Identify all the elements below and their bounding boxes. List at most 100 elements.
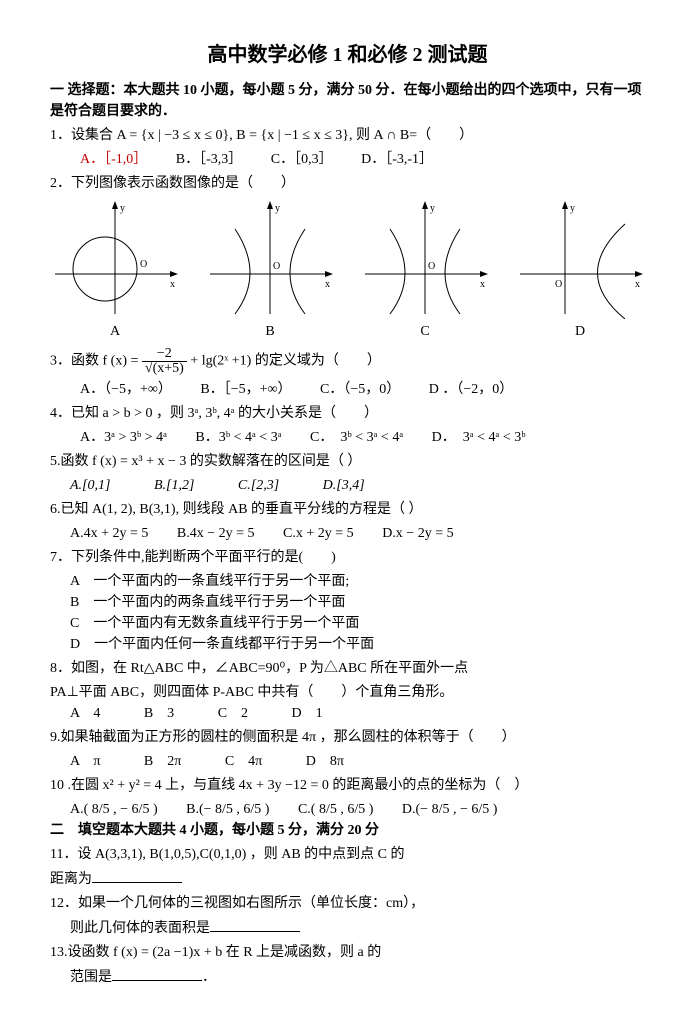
q3-stem: 3．函数 f (x) = −2 √(x+5) + lg(2ˣ +1) 的定义域为… bbox=[50, 347, 645, 376]
q12-line1: 12．如果一个几何体的三视图如右图所示（单位长度：cm）， bbox=[50, 893, 645, 914]
q8-options: A 4 B 3 C 2 D 1 bbox=[70, 703, 645, 724]
q13-l2-text: 范围是 bbox=[70, 970, 112, 985]
q5-opt-c: C.[2,3] bbox=[238, 475, 279, 496]
q3-options: A．（−5，+∞） B．［−5，+∞） C．（−5，0） D ．（−2，0） bbox=[80, 379, 645, 400]
q8-opt-d: D 1 bbox=[292, 703, 323, 724]
svg-text:O: O bbox=[555, 279, 562, 290]
q5-options: A.[0,1] B.[1,2] C.[2,3] D.[3,4] bbox=[70, 475, 645, 496]
q1-options: A．［-1,0］ B．［-3,3］ C．［0,3］ D．［-3,-1］ bbox=[80, 149, 645, 170]
graph-d-label: D bbox=[515, 321, 645, 342]
q5-stem: 5.函数 f (x) = x³ + x − 3 的实数解落在的区间是（ ） bbox=[50, 451, 645, 472]
q9-opt-d: D 8π bbox=[306, 751, 344, 772]
q3-opt-c: C．（−5，0） bbox=[320, 379, 400, 400]
q9-opt-c: C 4π bbox=[225, 751, 262, 772]
svg-text:y: y bbox=[120, 203, 125, 214]
graph-c-label: C bbox=[360, 321, 490, 342]
q13-l3-text: ． bbox=[202, 970, 216, 985]
q6-opt-d: D.x − 2y = 5 bbox=[382, 523, 453, 544]
q7-opt-c: C 一个平面内有无数条直线平行于另一个平面 bbox=[70, 613, 645, 634]
q3-opt-d: D ．（−2，0） bbox=[429, 379, 514, 400]
svg-text:y: y bbox=[275, 203, 280, 214]
q8-opt-b: B 3 bbox=[144, 703, 174, 724]
q5-opt-b: B.[1,2] bbox=[154, 475, 194, 496]
q1-opt-d: D．［-3,-1］ bbox=[361, 149, 433, 170]
q12-line2: 则此几何体的表面积是 bbox=[70, 917, 645, 939]
graph-c-svg: O x y bbox=[360, 199, 490, 319]
q9-options: A π B 2π C 4π D 8π bbox=[70, 751, 645, 772]
q1-stem: 1．设集合 A = {x | −3 ≤ x ≤ 0}, B = {x | −1 … bbox=[50, 125, 645, 146]
svg-text:x: x bbox=[480, 279, 485, 290]
q11-line2: 距离为 bbox=[50, 868, 645, 890]
q4-opt-a: A．3ᵃ > 3ᵇ > 4ᵃ bbox=[80, 427, 167, 448]
q2-graphs: O x y A O x y B O x y bbox=[50, 199, 645, 342]
q8-line2: PA⊥平面 ABC，则四面体 P-ABC 中共有（ ）个直角三角形。 bbox=[50, 682, 645, 703]
q6-options: A.4x + 2y = 5 B.4x − 2y = 5 C.x + 2y = 5… bbox=[70, 523, 645, 544]
svg-text:y: y bbox=[430, 203, 435, 214]
q6-opt-b: B.4x − 2y = 5 bbox=[177, 523, 255, 544]
svg-text:x: x bbox=[170, 279, 175, 290]
section-1-header: 一 选择题：本大题共 10 小题，每小题 5 分，满分 50 分．在每小题给出的… bbox=[50, 80, 645, 122]
q10-opt-a: A.( 8/5 , − 6/5 ) bbox=[70, 799, 158, 820]
q7-opt-a: A 一个平面内的一条直线平行于另一个平面; bbox=[70, 571, 645, 592]
svg-text:O: O bbox=[273, 261, 280, 272]
graph-d-box: O x y D bbox=[515, 199, 645, 342]
page-title: 高中数学必修 1 和必修 2 测试题 bbox=[50, 40, 645, 70]
graph-a-box: O x y A bbox=[50, 199, 180, 342]
svg-text:O: O bbox=[140, 259, 147, 270]
q3-post: + lg(2ˣ +1) 的定义域为（ ） bbox=[190, 354, 381, 369]
q2-stem: 2．下列图像表示函数图像的是（ ） bbox=[50, 173, 645, 194]
q10-opt-b: B.(− 8/5 , 6/5 ) bbox=[186, 799, 269, 820]
q10-options: A.( 8/5 , − 6/5 ) B.(− 8/5 , 6/5 ) C.( 8… bbox=[70, 799, 645, 820]
q8-line1: 8．如图，在 Rt△ABC 中，∠ABC=90⁰，P 为△ABC 所在平面外一点 bbox=[50, 658, 645, 679]
q4-opt-b: B．3ᵇ < 4ᵃ < 3ᵃ bbox=[195, 427, 281, 448]
q5-opt-d: D.[3,4] bbox=[323, 475, 365, 496]
q9-opt-a: A π bbox=[70, 751, 100, 772]
graph-a-svg: O x y bbox=[50, 199, 180, 319]
q3-pre: 3．函数 f (x) = bbox=[50, 354, 142, 369]
q12-l2-text: 则此几何体的表面积是 bbox=[70, 921, 210, 936]
q9-opt-b: B 2π bbox=[144, 751, 181, 772]
q6-opt-c: C.x + 2y = 5 bbox=[283, 523, 354, 544]
graph-a-label: A bbox=[50, 321, 180, 342]
q4-stem: 4．已知 a > b > 0 ，则 3ᵃ, 3ᵇ, 4ᵃ 的大小关系是（ ） bbox=[50, 403, 645, 424]
svg-text:y: y bbox=[570, 203, 575, 214]
q10-opt-d: D.(− 8/5 , − 6/5 ) bbox=[402, 799, 498, 820]
q4-opt-d: D． 3ᵃ < 4ᵃ < 3ᵇ bbox=[432, 427, 526, 448]
svg-text:O: O bbox=[428, 261, 435, 272]
q4-options: A．3ᵃ > 3ᵇ > 4ᵃ B．3ᵇ < 4ᵃ < 3ᵃ C． 3ᵇ < 3ᵃ… bbox=[80, 427, 645, 448]
section-2-header: 二 填空题本大题共 4 小题，每小题 5 分，满分 20 分 bbox=[50, 820, 645, 841]
q3-fraction: −2 √(x+5) bbox=[142, 347, 187, 376]
q1-opt-a: A．［-1,0］ bbox=[80, 149, 147, 170]
graph-b-box: O x y B bbox=[205, 199, 335, 342]
q8-opt-c: C 2 bbox=[218, 703, 248, 724]
q11-line1: 11．设 A(3,3,1), B(1,0,5),C(0,1,0) ，则 AB 的… bbox=[50, 844, 645, 865]
q3-frac-den: √(x+5) bbox=[142, 362, 187, 376]
graph-d-svg: O x y bbox=[515, 199, 645, 319]
q11-blank bbox=[92, 868, 182, 883]
q7-stem: 7．下列条件中,能判断两个平面平行的是( ) bbox=[50, 547, 645, 568]
q8-opt-a: A 4 bbox=[70, 703, 100, 724]
q12-blank bbox=[210, 917, 300, 932]
q3-opt-b: B．［−5，+∞） bbox=[200, 379, 291, 400]
q13-line1: 13.设函数 f (x) = (2a −1)x + b 在 R 上是减函数，则 … bbox=[50, 942, 645, 963]
q1-opt-c: C．［0,3］ bbox=[271, 149, 333, 170]
q10-stem: 10 .在圆 x² + y² = 4 上，与直线 4x + 3y −12 = 0… bbox=[50, 775, 645, 796]
q5-opt-a: A.[0,1] bbox=[70, 475, 110, 496]
q7-opt-b: B 一个平面内的两条直线平行于另一个平面 bbox=[70, 592, 645, 613]
svg-text:x: x bbox=[635, 279, 640, 290]
q10-opt-c: C.( 8/5 , 6/5 ) bbox=[298, 799, 373, 820]
q3-frac-num: −2 bbox=[142, 347, 187, 362]
q9-stem: 9.如果轴截面为正方形的圆柱的侧面积是 4π ，那么圆柱的体积等于（ ） bbox=[50, 727, 645, 748]
graph-c-box: O x y C bbox=[360, 199, 490, 342]
q4-opt-c: C． 3ᵇ < 3ᵃ < 4ᵃ bbox=[310, 427, 403, 448]
q13-blank bbox=[112, 966, 202, 981]
q6-opt-a: A.4x + 2y = 5 bbox=[70, 523, 148, 544]
q3-opt-a: A．（−5，+∞） bbox=[80, 379, 172, 400]
q6-stem: 6.已知 A(1, 2), B(3,1), 则线段 AB 的垂直平分线的方程是（… bbox=[50, 499, 645, 520]
q1-opt-b: B．［-3,3］ bbox=[176, 149, 243, 170]
svg-text:x: x bbox=[325, 279, 330, 290]
q13-line2: 范围是 ． bbox=[70, 966, 645, 988]
graph-b-svg: O x y bbox=[205, 199, 335, 319]
q7-opt-d: D 一个平面内任何一条直线都平行于另一个平面 bbox=[70, 634, 645, 655]
q11-l2-text: 距离为 bbox=[50, 872, 92, 887]
